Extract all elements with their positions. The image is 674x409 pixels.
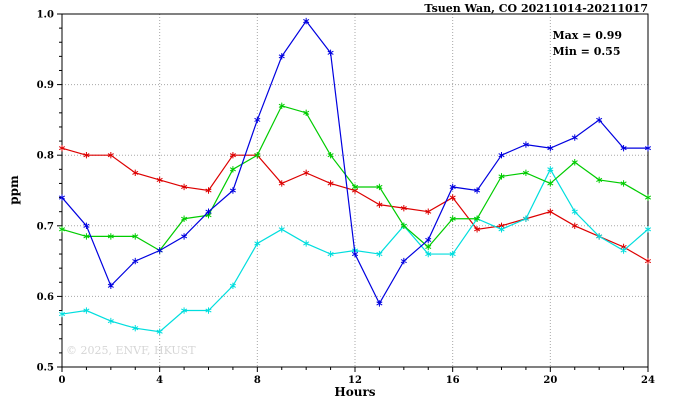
min-value-label: Min = 0.55 xyxy=(552,44,621,58)
axes xyxy=(57,13,649,372)
x-tick-label: 16 xyxy=(446,375,460,386)
x-axis-label: Hours xyxy=(334,385,376,399)
watermark: © 2025, ENVF, HKUST xyxy=(66,344,196,357)
chart-title: Tsuen Wan, CO 20211014-20211017 xyxy=(424,2,648,15)
x-tick-label: 12 xyxy=(348,375,362,386)
series-blue-markers xyxy=(58,17,652,307)
y-tick-label: 0.7 xyxy=(37,221,54,232)
x-tick-label: 0 xyxy=(59,375,66,386)
x-tick-label: 8 xyxy=(254,375,261,386)
series-green-markers xyxy=(58,102,652,254)
y-tick-label: 1.0 xyxy=(37,10,54,21)
x-tick-label: 24 xyxy=(641,375,655,386)
y-tick-label: 0.5 xyxy=(37,363,54,374)
gridlines xyxy=(62,14,648,367)
y-tick-label: 0.6 xyxy=(37,292,54,303)
x-tick-label: 20 xyxy=(543,375,557,386)
max-value-label: Max = 0.99 xyxy=(552,29,622,42)
series-red xyxy=(58,144,652,265)
y-tick-label: 0.9 xyxy=(37,80,54,91)
y-tick-label: 0.8 xyxy=(37,151,54,162)
series-blue xyxy=(58,17,652,307)
y-axis-label: ppm xyxy=(7,175,21,205)
stats-box: Max = 0.99 Min = 0.55 xyxy=(552,28,622,60)
series-red-markers xyxy=(58,144,652,265)
tick-labels: 0.5 0.6 0.7 0.8 0.9 1.0 0 4 8 12 16 20 24 xyxy=(37,10,655,387)
series-cyan-markers xyxy=(58,166,652,335)
x-tick-label: 4 xyxy=(156,375,163,386)
